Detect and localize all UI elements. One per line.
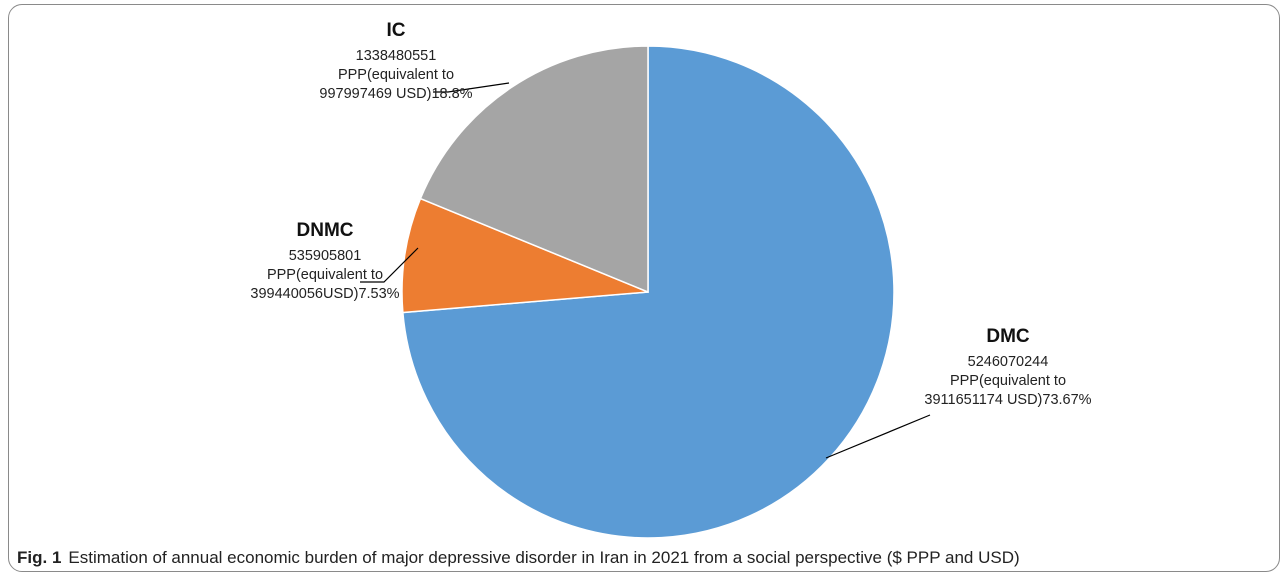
leader-line-ic — [433, 82, 510, 93]
label-name-dnmc: DNMC — [297, 220, 354, 241]
label-line-dnmc-1: 535905801 — [289, 248, 362, 264]
label-name-ic: IC — [387, 20, 406, 41]
label-line-dmc-1: 5246070244 — [968, 354, 1049, 370]
data-label-dmc: DMC 5246070244 PPP(equivalent to 3911651174… — [924, 326, 1091, 408]
label-line-ic-1: 1338480551 — [356, 48, 437, 64]
figure-caption: Fig. 1 Estimation of annual economic burd… — [17, 548, 1020, 568]
caption-text: Estimation of annual economic burden of … — [68, 548, 1020, 567]
figure-frame — [8, 4, 1280, 572]
data-label-ic: IC 1338480551 PPP(equivalent to 997997469 U… — [319, 20, 472, 102]
label-line-dmc-3: 3911651174 USD)73.67% — [924, 392, 1091, 408]
label-line-dmc-2: PPP(equivalent to — [950, 373, 1066, 389]
label-line-dnmc-2: PPP(equivalent to — [267, 267, 383, 283]
leader-line-dnmc — [360, 247, 419, 283]
label-name-dmc: DMC — [986, 326, 1030, 347]
leader-line-dmc — [825, 414, 931, 459]
pie-slice-ic — [419, 45, 649, 294]
label-line-dnmc-3: 399440056USD)7.53% — [250, 286, 399, 302]
label-line-ic-3: 997997469 USD)18.8% — [319, 86, 472, 102]
caption-lead: Fig. 1 — [17, 548, 62, 567]
pie-slice-dnmc — [401, 197, 649, 314]
data-label-dnmc: DNMC 535905801 PPP(equivalent to 399440056U… — [250, 220, 399, 302]
label-line-ic-2: PPP(equivalent to — [338, 67, 454, 83]
